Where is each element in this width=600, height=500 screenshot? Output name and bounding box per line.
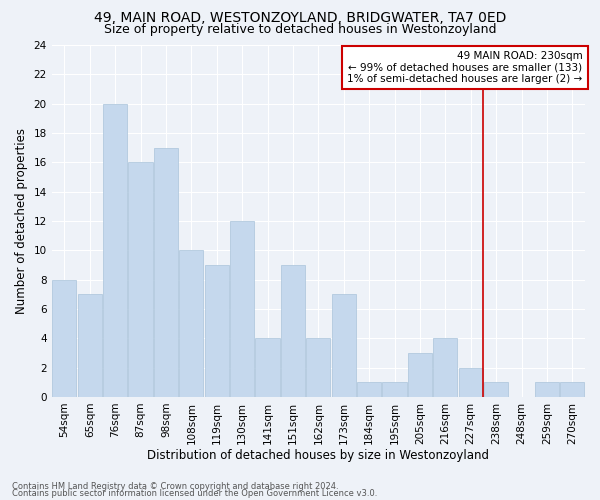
Bar bbox=[128, 162, 152, 397]
Bar bbox=[281, 265, 305, 397]
Bar bbox=[433, 338, 457, 397]
Bar bbox=[154, 148, 178, 397]
Bar bbox=[535, 382, 559, 397]
Bar bbox=[458, 368, 483, 397]
Text: Contains HM Land Registry data © Crown copyright and database right 2024.: Contains HM Land Registry data © Crown c… bbox=[12, 482, 338, 491]
Bar bbox=[408, 353, 432, 397]
Bar bbox=[357, 382, 381, 397]
Bar bbox=[382, 382, 407, 397]
Bar bbox=[306, 338, 331, 397]
Bar bbox=[332, 294, 356, 397]
Text: 49 MAIN ROAD: 230sqm
← 99% of detached houses are smaller (133)
1% of semi-detac: 49 MAIN ROAD: 230sqm ← 99% of detached h… bbox=[347, 51, 583, 84]
Bar bbox=[205, 265, 229, 397]
Bar bbox=[484, 382, 508, 397]
Bar bbox=[179, 250, 203, 397]
Bar bbox=[560, 382, 584, 397]
X-axis label: Distribution of detached houses by size in Westonzoyland: Distribution of detached houses by size … bbox=[148, 450, 490, 462]
Bar bbox=[77, 294, 102, 397]
Y-axis label: Number of detached properties: Number of detached properties bbox=[15, 128, 28, 314]
Text: 49, MAIN ROAD, WESTONZOYLAND, BRIDGWATER, TA7 0ED: 49, MAIN ROAD, WESTONZOYLAND, BRIDGWATER… bbox=[94, 12, 506, 26]
Bar bbox=[230, 221, 254, 397]
Bar bbox=[52, 280, 76, 397]
Text: Contains public sector information licensed under the Open Government Licence v3: Contains public sector information licen… bbox=[12, 490, 377, 498]
Bar bbox=[256, 338, 280, 397]
Text: Size of property relative to detached houses in Westonzoyland: Size of property relative to detached ho… bbox=[104, 22, 496, 36]
Bar bbox=[103, 104, 127, 397]
